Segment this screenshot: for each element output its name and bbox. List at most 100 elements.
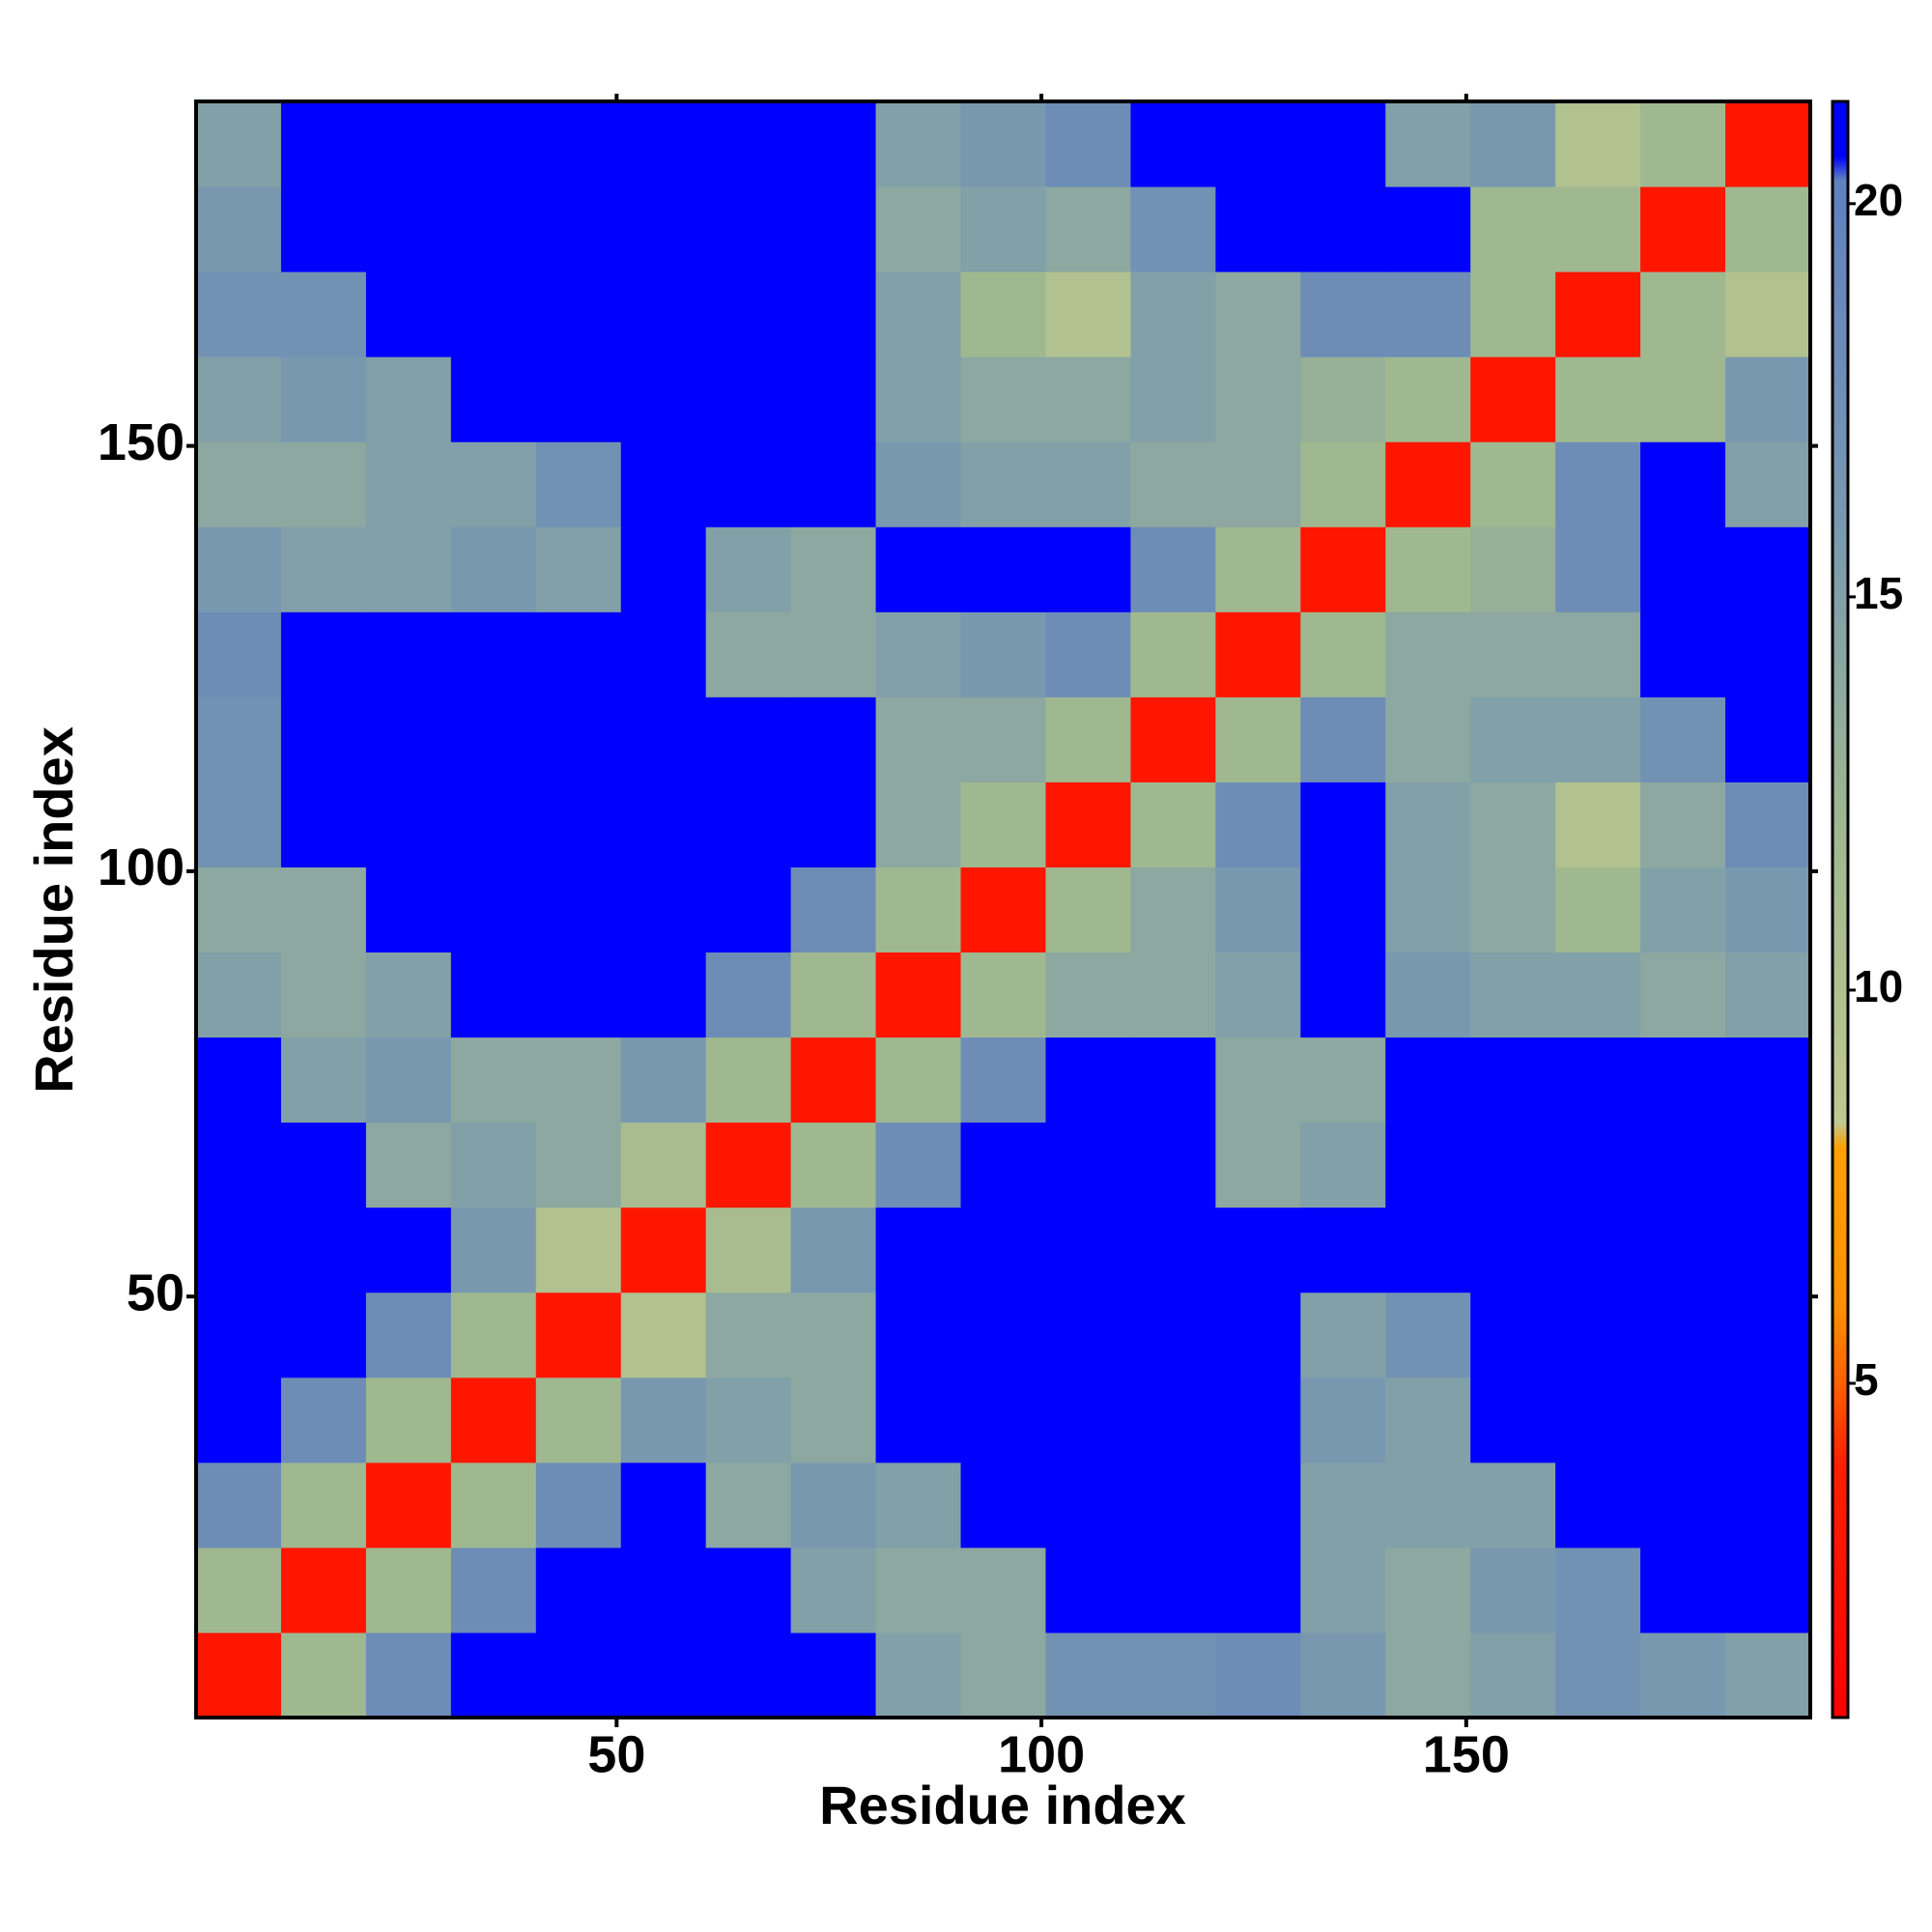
heatmap-cell [1130,611,1216,697]
heatmap-cell [1215,101,1301,187]
heatmap-cell [875,441,962,527]
heatmap-cell [365,1462,452,1548]
heatmap-cell [1130,1547,1216,1634]
heatmap-cell [1555,1632,1641,1719]
heatmap-cell [450,952,537,1038]
heatmap-cell [620,696,707,782]
heatmap-cell [620,1122,707,1208]
heatmap-cell [1300,1462,1386,1548]
heatmap-cell [1470,1122,1556,1208]
heatmap-cell [196,611,282,697]
heatmap-cell [1300,186,1386,272]
heatmap-cell [450,696,537,782]
heatmap-cell [280,526,367,612]
heatmap-cell [705,441,792,527]
heatmap-cell [960,1122,1046,1208]
heatmap-cell [196,781,282,867]
heatmap-cell [365,101,452,187]
heatmap-cell [960,1462,1046,1548]
heatmap-cell [1385,1547,1471,1634]
heatmap-cell [535,1632,622,1719]
heatmap-cell [196,1547,282,1634]
colorbar [1831,99,1850,1719]
heatmap-cell [1555,1207,1641,1293]
heatmap-cell [620,1462,707,1548]
heatmap-cell [790,1292,877,1378]
heatmap-cell [790,1547,877,1634]
heatmap-cell [1725,101,1811,187]
heatmap-cell [1555,526,1641,612]
heatmap-cell [280,1122,367,1208]
heatmap-cell [790,271,877,357]
heatmap-cell [450,1122,537,1208]
heatmap-cell [280,101,367,187]
heatmap-cell [1385,1292,1471,1378]
heatmap-cell [365,356,452,442]
heatmap-cell [1640,952,1726,1038]
heatmap-cell [1130,696,1216,782]
heatmap-cell [1130,441,1216,527]
heatmap-cell [1130,356,1216,442]
heatmap-cell [620,271,707,357]
heatmap-cell [620,186,707,272]
heatmap-cell [450,1207,537,1293]
heatmap-cell [1130,1207,1216,1293]
heatmap-cell [1555,1462,1641,1548]
heatmap-cell [1300,1037,1386,1123]
heatmap-cell [450,1462,537,1548]
heatmap-cell [535,526,622,612]
heatmap-cell [1300,1547,1386,1634]
heatmap-cell [1725,356,1811,442]
heatmap-cell [1555,186,1641,272]
heatmap-cell [1470,1037,1556,1123]
heatmap-cell [1555,611,1641,697]
heatmap-cell [196,1292,282,1378]
heatmap-cell [1725,781,1811,867]
heatmap-cell [1385,441,1471,527]
heatmap-cell [1725,1547,1811,1634]
heatmap-cell [1640,611,1726,697]
heatmap-cell [705,781,792,867]
heatmap-cell [1045,1037,1131,1123]
heatmap-cell [1640,1462,1726,1548]
heatmap-cell [1130,526,1216,612]
heatmap-cell [620,1207,707,1293]
heatmap-cell [196,1632,282,1719]
heatmap-cell [196,101,282,187]
heatmap-cell [790,1632,877,1719]
heatmap-cell [620,441,707,527]
heatmap-cell [790,356,877,442]
heatmap-cell [1470,526,1556,612]
heatmap-cell [960,101,1046,187]
heatmap-cell [960,526,1046,612]
heatmap-cell [280,1547,367,1634]
heatmap-cell [790,1037,877,1123]
heatmap-cell [1215,1547,1301,1634]
heatmap-cell [790,1122,877,1208]
heatmap-cell [1385,186,1471,272]
heatmap-cell [280,1462,367,1548]
heatmap-cell [620,1037,707,1123]
heatmap-cell [365,781,452,867]
heatmap-cell [1555,1122,1641,1208]
heatmap-cell [1470,271,1556,357]
heatmap-cell [1555,952,1641,1038]
heatmap-cell [280,186,367,272]
heatmap-cell [1725,696,1811,782]
heatmap-cell [1385,1632,1471,1719]
heatmap-cell [875,271,962,357]
heatmap-cell [790,781,877,867]
heatmap-cell [196,1462,282,1548]
colorbar-tick-label: 20 [1854,175,1903,225]
heatmap-cell [960,1632,1046,1719]
heatmap-cell [1725,1037,1811,1123]
heatmap-cell [1385,696,1471,782]
heatmap-cell [1640,867,1726,953]
heatmap-cell [280,781,367,867]
heatmap-cell [196,867,282,953]
heatmap-cell [790,101,877,187]
heatmap-cell [960,781,1046,867]
heatmap-cell [1130,101,1216,187]
heatmap-cell [1385,867,1471,953]
